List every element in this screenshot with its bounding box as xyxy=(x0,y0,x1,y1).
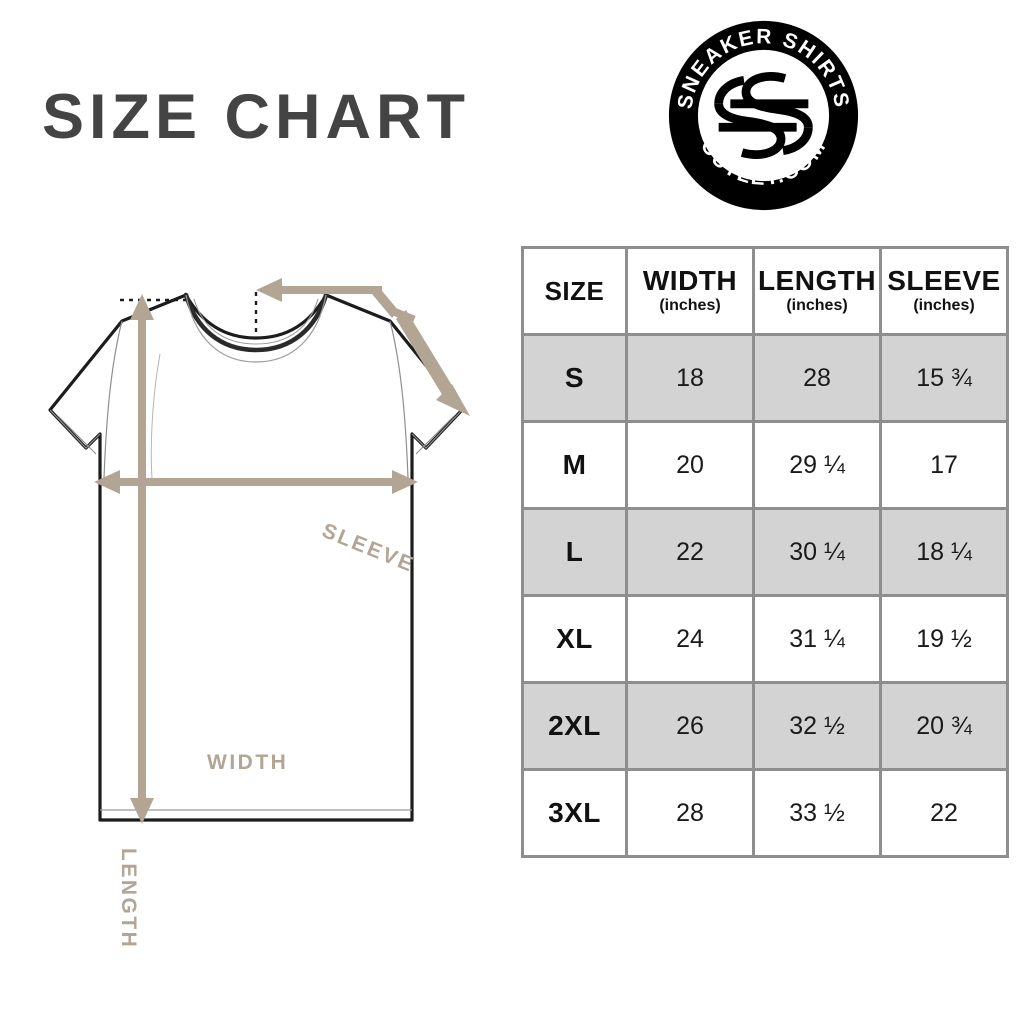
header-sub-sleeve: (inches) xyxy=(913,296,975,314)
right-cuff-seam xyxy=(411,409,463,449)
cell-sleeve: 17 xyxy=(882,423,1006,507)
cell-length: 33 ½ xyxy=(755,771,879,855)
width-arrow xyxy=(94,470,418,494)
brand-logo: SNEAKER SHIRTS OUTLET.COM xyxy=(666,18,861,213)
cell-width: 28 xyxy=(628,771,752,855)
cell-size: L xyxy=(524,510,625,594)
cell-size: 3XL xyxy=(524,771,625,855)
cell-sleeve: 22 xyxy=(882,771,1006,855)
table-row: S 18 28 15 ¾ xyxy=(524,336,1006,420)
page-title: SIZE CHART xyxy=(42,82,470,152)
drape-line-left xyxy=(150,353,161,479)
table-row: 2XL 26 32 ½ 20 ¾ xyxy=(524,684,1006,768)
table-row: M 20 29 ¼ 17 xyxy=(524,423,1006,507)
header-cell-length: LENGTH (inches) xyxy=(755,249,879,333)
cell-width: 20 xyxy=(628,423,752,507)
table-row: L 22 30 ¼ 18 ¼ xyxy=(524,510,1006,594)
header-main-size: SIZE xyxy=(544,275,605,306)
header-main-sleeve: SLEEVE xyxy=(887,265,1001,297)
cell-length: 30 ¼ xyxy=(755,510,879,594)
collar-outer xyxy=(183,292,329,353)
header-cell-size: SIZE xyxy=(524,249,625,333)
logo-monogram xyxy=(714,72,813,159)
t-shirt-measurement-diagram: WIDTH LENGTH SLEEVE xyxy=(0,258,512,949)
sleeve-arrow xyxy=(256,278,470,416)
header-sub-length: (inches) xyxy=(786,296,848,314)
cell-width: 22 xyxy=(628,510,752,594)
left-cuff-rib xyxy=(57,415,97,455)
cell-length: 31 ¼ xyxy=(755,597,879,681)
header-main-width: WIDTH xyxy=(642,265,738,297)
header-cell-width: WIDTH (inches) xyxy=(628,249,752,333)
table-row: XL 24 31 ¼ 19 ½ xyxy=(524,597,1006,681)
length-arrow xyxy=(130,294,154,824)
right-cuff-rib xyxy=(415,415,455,455)
header-sub-width: (inches) xyxy=(659,296,721,314)
size-chart-table-container: SIZE WIDTH (inches) LENGTH (inches) SLEE… xyxy=(521,246,1009,858)
collar-rib-inner xyxy=(193,298,319,345)
cell-sleeve: 18 ¼ xyxy=(882,510,1006,594)
header-row: SIZE WIDTH (inches) LENGTH (inches) SLEE… xyxy=(524,249,1006,333)
table-body: S 18 28 15 ¾ M 20 29 ¼ 17 L 22 30 ¼ 18 ¼ xyxy=(524,336,1006,855)
cell-length: 29 ¼ xyxy=(755,423,879,507)
cell-width: 24 xyxy=(628,597,752,681)
cell-size: XL xyxy=(524,597,625,681)
shirt-outline xyxy=(48,293,464,822)
cell-sleeve: 19 ½ xyxy=(882,597,1006,681)
cell-sleeve: 15 ¾ xyxy=(882,336,1006,420)
cell-size: 2XL xyxy=(524,684,625,768)
cell-width: 26 xyxy=(628,684,752,768)
cell-length: 28 xyxy=(755,336,879,420)
cell-length: 32 ½ xyxy=(755,684,879,768)
right-armhole-seam xyxy=(389,320,409,479)
left-armhole-seam xyxy=(103,320,123,479)
length-label: LENGTH xyxy=(117,848,140,950)
cell-sleeve: 20 ¾ xyxy=(882,684,1006,768)
cell-size: M xyxy=(524,423,625,507)
width-label: WIDTH xyxy=(207,751,289,774)
table-row: 3XL 28 33 ½ 22 xyxy=(524,771,1006,855)
size-chart-table: SIZE WIDTH (inches) LENGTH (inches) SLEE… xyxy=(521,246,1009,858)
collar-rib-outer xyxy=(185,294,327,363)
cell-width: 18 xyxy=(628,336,752,420)
header-cell-sleeve: SLEEVE (inches) xyxy=(882,249,1006,333)
table-header: SIZE WIDTH (inches) LENGTH (inches) SLEE… xyxy=(524,249,1006,333)
header-main-length: LENGTH xyxy=(757,265,877,297)
cell-size: S xyxy=(524,336,625,420)
left-cuff-seam xyxy=(49,409,101,449)
